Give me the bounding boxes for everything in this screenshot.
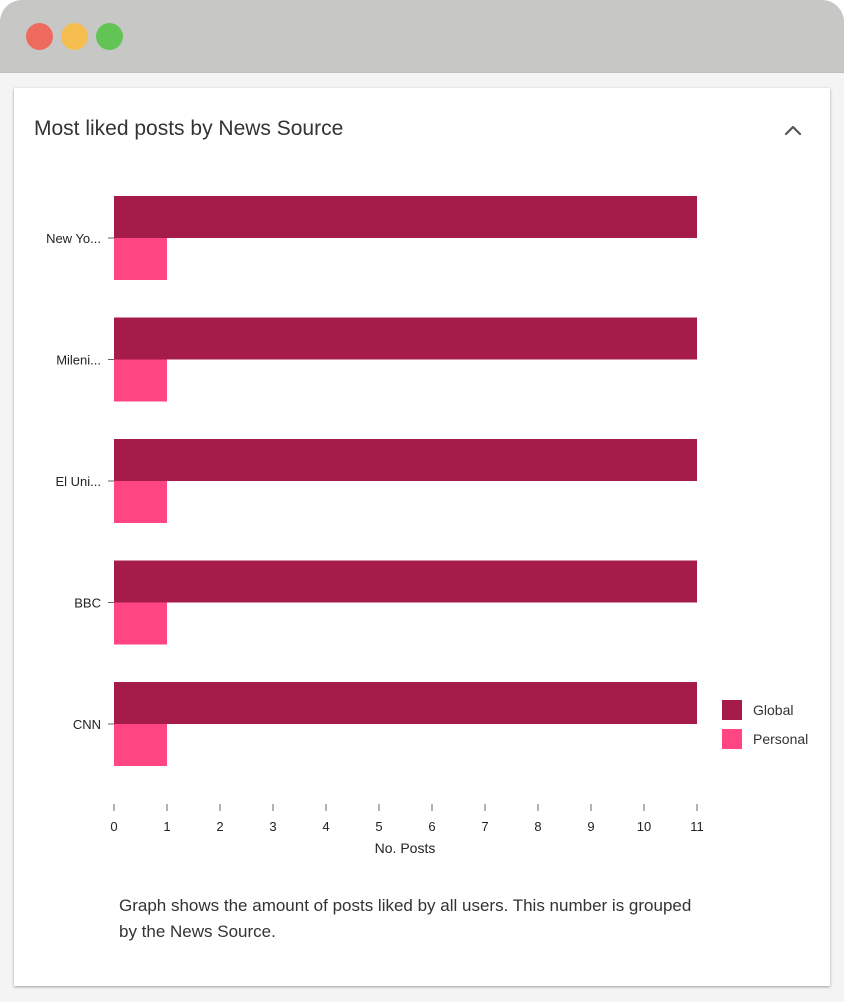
bar-personal-3 <box>114 602 167 645</box>
x-tick-label-8: 8 <box>534 819 541 834</box>
chart-caption: Graph shows the amount of posts liked by… <box>119 896 692 941</box>
window-titlebar <box>0 0 844 73</box>
legend-label-global: Global <box>753 702 793 718</box>
collapse-button[interactable] <box>779 116 807 144</box>
bar-personal-4 <box>114 724 167 766</box>
legend-label-personal: Personal <box>753 731 808 747</box>
legend-swatch-personal <box>722 729 742 749</box>
bar-global-4 <box>114 682 697 724</box>
x-tick-label-7: 7 <box>481 819 488 834</box>
bar-global-2 <box>114 439 697 481</box>
chart-card: Most liked posts by News Source New Yo..… <box>14 88 830 986</box>
minimize-window-button[interactable] <box>61 23 88 50</box>
x-tick-label-4: 4 <box>322 819 329 834</box>
y-tick-label-3: BBC <box>74 596 101 611</box>
x-axis-label: No. Posts <box>375 840 436 856</box>
legend-swatch-global <box>722 700 742 720</box>
bar-global-3 <box>114 560 697 603</box>
bar-global-1 <box>114 317 697 360</box>
x-tick-label-2: 2 <box>216 819 223 834</box>
x-tick-label-9: 9 <box>587 819 594 834</box>
bar-personal-0 <box>114 238 167 280</box>
bar-personal-2 <box>114 481 167 523</box>
y-tick-label-1: Mileni... <box>56 353 101 368</box>
y-tick-label-0: New Yo... <box>46 231 101 246</box>
bar-personal-1 <box>114 359 167 402</box>
bar-chart: New Yo... Mileni... El Uni... BBC CNN 0 1 2 3 4 5 6… <box>46 196 808 856</box>
x-tick-label-6: 6 <box>428 819 435 834</box>
maximize-window-button[interactable] <box>96 23 123 50</box>
y-tick-label-4: CNN <box>73 717 101 732</box>
y-tick-label-2: El Uni... <box>55 474 101 489</box>
card-title: Most liked posts by News Source <box>34 117 344 140</box>
chevron-up-icon <box>784 125 802 136</box>
x-tick-label-5: 5 <box>375 819 382 834</box>
x-tick-label-11: 11 <box>690 819 704 834</box>
x-tick-label-0: 0 <box>110 819 117 834</box>
x-tick-label-10: 10 <box>637 819 651 834</box>
x-tick-label-3: 3 <box>269 819 276 834</box>
bar-global-0 <box>114 196 697 238</box>
x-tick-label-1: 1 <box>163 819 170 834</box>
close-window-button[interactable] <box>26 23 53 50</box>
